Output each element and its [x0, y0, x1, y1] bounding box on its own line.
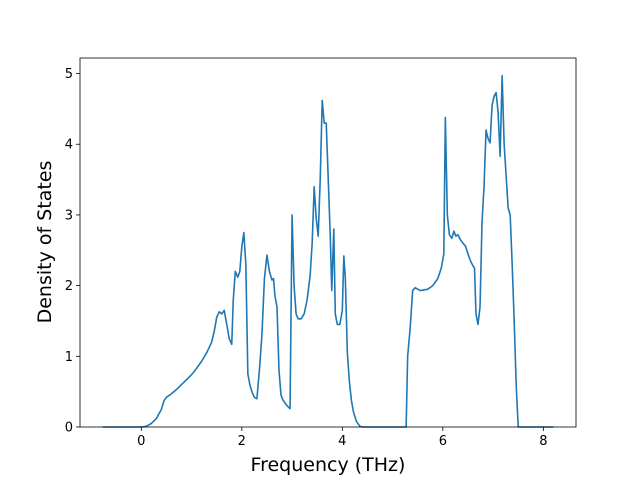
y-tick-label: 2	[65, 279, 73, 294]
x-axis-label: Frequency (THz)	[251, 454, 406, 476]
dos-line	[102, 74, 554, 428]
y-axis-label: Density of States	[34, 161, 56, 324]
x-tick-label: 6	[439, 434, 447, 449]
plot-frame	[79, 57, 577, 428]
x-tick-label: 4	[338, 434, 346, 449]
y-tick-label: 4	[65, 138, 73, 153]
y-tick-label: 3	[65, 208, 73, 223]
y-tick-label: 5	[65, 67, 73, 82]
y-tick-label: 0	[65, 421, 73, 436]
y-tick-label: 1	[65, 350, 73, 365]
x-tick-label: 0	[137, 434, 145, 449]
x-tick-label: 2	[238, 434, 246, 449]
x-tick-label: 8	[539, 434, 547, 449]
